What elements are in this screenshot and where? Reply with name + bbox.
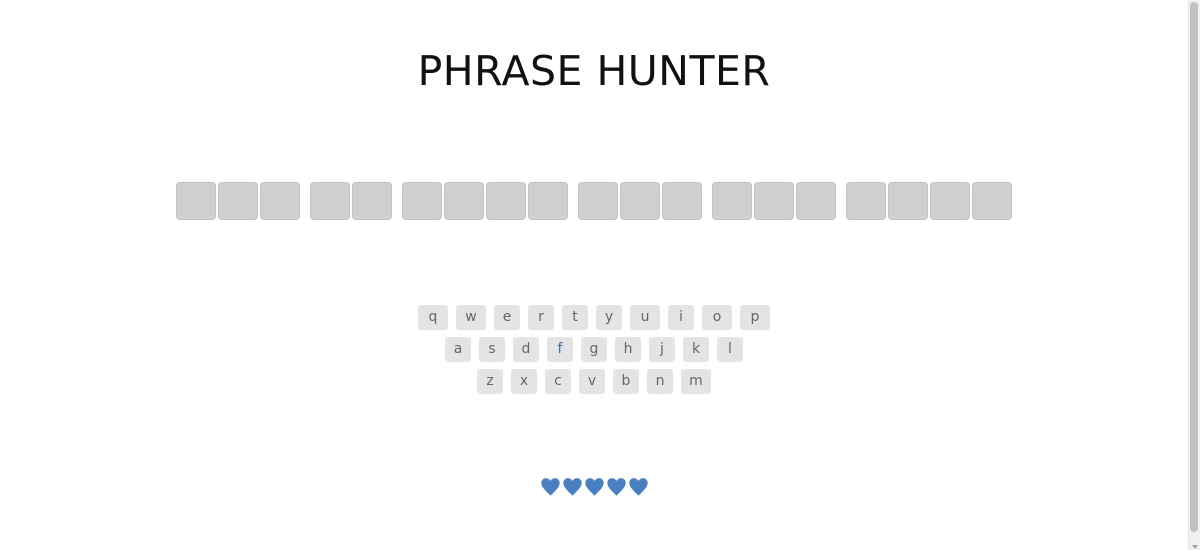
hidden-letter-tile [930,182,970,220]
key-l[interactable]: l [717,337,743,362]
key-v[interactable]: v [579,369,605,394]
phrase-word [846,182,1012,220]
key-h[interactable]: h [615,337,641,362]
page-title: PHRASE HUNTER [417,47,771,95]
hidden-letter-tile [620,182,660,220]
key-k[interactable]: k [683,337,709,362]
key-z[interactable]: z [477,369,503,394]
key-c[interactable]: c [545,369,571,394]
key-d[interactable]: d [513,337,539,362]
scroll-down-arrow-icon[interactable] [1192,545,1198,549]
hidden-letter-tile [310,182,350,220]
key-s[interactable]: s [479,337,505,362]
hidden-letter-tile [662,182,702,220]
key-g[interactable]: g [581,337,607,362]
hidden-letter-tile [528,182,568,220]
key-a[interactable]: a [445,337,471,362]
heart-icon [606,478,626,496]
key-o[interactable]: o [702,305,732,330]
hidden-letter-tile [486,182,526,220]
hidden-letter-tile [972,182,1012,220]
hidden-letter-tile [444,182,484,220]
lives-display [0,476,1188,498]
hidden-letter-tile [888,182,928,220]
phrase-word [310,182,392,220]
key-u[interactable]: u [630,305,660,330]
hidden-letter-tile [846,182,886,220]
scrollbar-thumb[interactable] [1190,2,1198,532]
key-b[interactable]: b [613,369,639,394]
key-e[interactable]: e [494,305,520,330]
hidden-letter-tile [578,182,618,220]
hidden-letter-tile [754,182,794,220]
vertical-scrollbar[interactable] [1188,0,1200,550]
phrase-board [0,182,1188,220]
heart-icon [628,478,648,496]
heart-icon [584,478,604,496]
phrase-word [176,182,300,220]
heart-icon [540,478,560,496]
phrase-word [578,182,702,220]
hidden-letter-tile [260,182,300,220]
hidden-letter-tile [176,182,216,220]
hidden-letter-tile [402,182,442,220]
key-p[interactable]: p [740,305,770,330]
key-m[interactable]: m [681,369,711,394]
hidden-letter-tile [352,182,392,220]
key-x[interactable]: x [511,369,537,394]
key-i[interactable]: i [668,305,694,330]
key-n[interactable]: n [647,369,673,394]
hidden-letter-tile [712,182,752,220]
key-w[interactable]: w [456,305,486,330]
phrase-word [402,182,568,220]
key-j[interactable]: j [649,337,675,362]
key-f[interactable]: f [547,337,573,362]
key-r[interactable]: r [528,305,554,330]
hidden-letter-tile [796,182,836,220]
phrase-word [712,182,836,220]
key-q[interactable]: q [418,305,448,330]
key-y[interactable]: y [596,305,622,330]
hidden-letter-tile [218,182,258,220]
key-t[interactable]: t [562,305,588,330]
heart-icon [562,478,582,496]
